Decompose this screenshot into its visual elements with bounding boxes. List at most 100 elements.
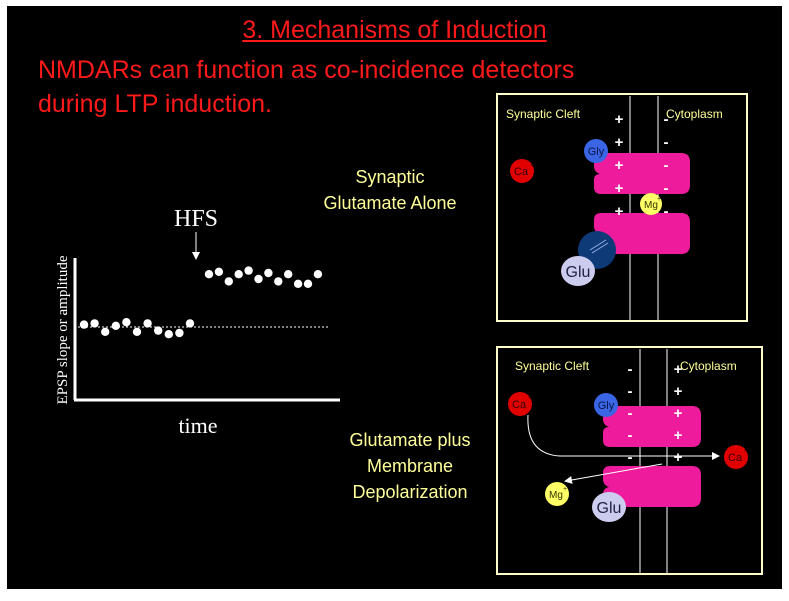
panel2-border — [496, 346, 763, 575]
panel1-binding-site-mark-2 — [591, 242, 609, 254]
slide-title: 3. Mechanisms of Induction — [242, 16, 547, 44]
panel1-magnesium-label: Mg — [644, 200, 658, 211]
panel2-calcium-ion-outside — [508, 392, 532, 416]
post-hfs-point — [254, 274, 263, 284]
panel1-receptor-lower — [594, 213, 690, 254]
membrane-charge: + — [674, 361, 683, 378]
membrane-charge: + — [615, 180, 624, 197]
panel2-glutamate — [592, 492, 626, 522]
post-hfs-point — [303, 279, 313, 288]
panel2-glycine-label: Gly — [598, 400, 615, 412]
condition2-label-line3: Depolarization — [352, 482, 468, 502]
baseline-point — [79, 320, 89, 329]
panel1-magnesium-charge: + — [657, 196, 661, 203]
panel1-binding-site-mark — [589, 239, 607, 251]
post-hfs-point — [293, 279, 303, 288]
post-hfs-point — [244, 266, 253, 275]
graph-x-label: time — [178, 413, 217, 438]
panel2-calcium-outside-label: Ca — [512, 399, 527, 411]
panel2-receptor-lower — [603, 466, 701, 507]
panel2-glycine — [594, 393, 618, 417]
baseline-points — [79, 318, 195, 339]
panel2-receptor-upper — [603, 406, 701, 447]
panel2-calcium-inside-label: Ca — [728, 452, 743, 464]
membrane-charge: - — [664, 180, 669, 197]
panel1-left-charges: + + + + + — [615, 111, 624, 220]
panel1-glycine-label: Gly — [588, 146, 605, 158]
membrane-charge: - — [664, 157, 669, 174]
panel1-glutamate-label: Glu — [566, 264, 591, 281]
panel1-magnesium-ion — [640, 193, 662, 215]
panel1-cytoplasm-label: Cytoplasm — [666, 107, 723, 121]
panel2-magnesium-label: Mg — [549, 490, 563, 501]
post-hfs-point — [234, 270, 243, 279]
baseline-point — [101, 327, 110, 336]
membrane-charge: + — [674, 383, 683, 400]
membrane-charge: - — [628, 427, 633, 444]
post-hfs-points — [204, 266, 323, 288]
panel2-cytoplasm-label: Cytoplasm — [680, 359, 737, 373]
subtitle-line-1: NMDARs can function as co-incidence dete… — [38, 56, 575, 84]
panel1-calcium-charge: + — [530, 162, 534, 169]
hfs-label: HFS — [174, 206, 218, 232]
membrane-charge: + — [674, 449, 683, 466]
panel2-calcium-inside-charge: + — [744, 448, 748, 455]
panel1-glutamate — [561, 256, 595, 286]
condition1-label-line1: Synaptic — [355, 167, 425, 187]
ltp-graph: EPSP slope or amplitude time HFS — [55, 206, 340, 438]
panel2-synaptic-cleft-label: Synaptic Cleft — [515, 359, 590, 373]
subtitle-line-2: during LTP induction. — [38, 90, 272, 118]
membrane-charge: - — [664, 111, 669, 128]
panel-glutamate-depolarization: Synaptic Cleft Cytoplasm ----- +++++ Ca … — [496, 346, 763, 575]
baseline-point — [164, 330, 173, 339]
membrane-charge: - — [664, 203, 669, 220]
baseline-point — [185, 319, 195, 328]
panel-glutamate-alone: Synaptic Cleft Cytoplasm +++++ ----- Ca … — [496, 93, 748, 322]
membrane-charge: - — [628, 383, 633, 400]
membrane-charge: - — [628, 405, 633, 422]
panel1-right-charges: - - - - - — [664, 111, 669, 220]
panel1-border — [496, 93, 748, 322]
panel2-calcium-ion-inside — [724, 445, 748, 469]
panel2-calcium-influx-arrow — [527, 414, 720, 460]
post-hfs-point — [214, 267, 224, 276]
membrane-charge: - — [664, 134, 669, 151]
condition2-label-line1: Glutamate plus — [349, 430, 471, 450]
baseline-point — [175, 328, 184, 338]
baseline-point — [154, 326, 163, 335]
post-hfs-point — [224, 277, 233, 286]
condition1-label: Synaptic Glutamate Alone — [300, 164, 480, 216]
panel2-right-charges: + + + + + — [674, 361, 683, 466]
post-hfs-point — [284, 270, 293, 279]
panel1-calcium-ion — [510, 159, 534, 183]
panel2-magnesium-charge: + — [563, 486, 567, 493]
baseline-point — [90, 319, 99, 328]
panel2-glutamate-label: Glu — [597, 500, 622, 517]
baseline-point — [132, 327, 142, 336]
panel2-left-charges: - - - - - — [628, 361, 633, 466]
panel2-calcium-outside-charge: + — [528, 395, 532, 402]
panel1-calcium-label: Ca — [514, 166, 529, 178]
baseline-point — [111, 321, 121, 330]
post-hfs-point — [313, 270, 323, 279]
membrane-charge: + — [615, 111, 624, 128]
baseline-point — [143, 319, 152, 328]
post-hfs-point — [204, 270, 214, 279]
panel1-receptor-upper — [594, 153, 690, 194]
panel1-synaptic-cleft-label: Synaptic Cleft — [506, 107, 581, 121]
membrane-charge: - — [628, 449, 633, 466]
condition1-label-line2: Glutamate Alone — [323, 193, 457, 213]
panel2-magnesium-expulsion-arrow — [564, 463, 663, 484]
post-hfs-point — [264, 268, 273, 278]
panel2-magnesium-ion — [545, 482, 569, 506]
condition2-label: Glutamate plus Membrane Depolarization — [322, 427, 498, 505]
membrane-charge: + — [615, 157, 624, 174]
condition2-label-line2: Membrane — [366, 456, 454, 476]
post-hfs-point — [274, 277, 283, 286]
membrane-charge: + — [615, 203, 624, 220]
membrane-charge: - — [628, 361, 633, 378]
membrane-charge: + — [674, 427, 683, 444]
graph-y-label: EPSP slope or amplitude — [55, 255, 71, 404]
baseline-point — [122, 318, 131, 327]
